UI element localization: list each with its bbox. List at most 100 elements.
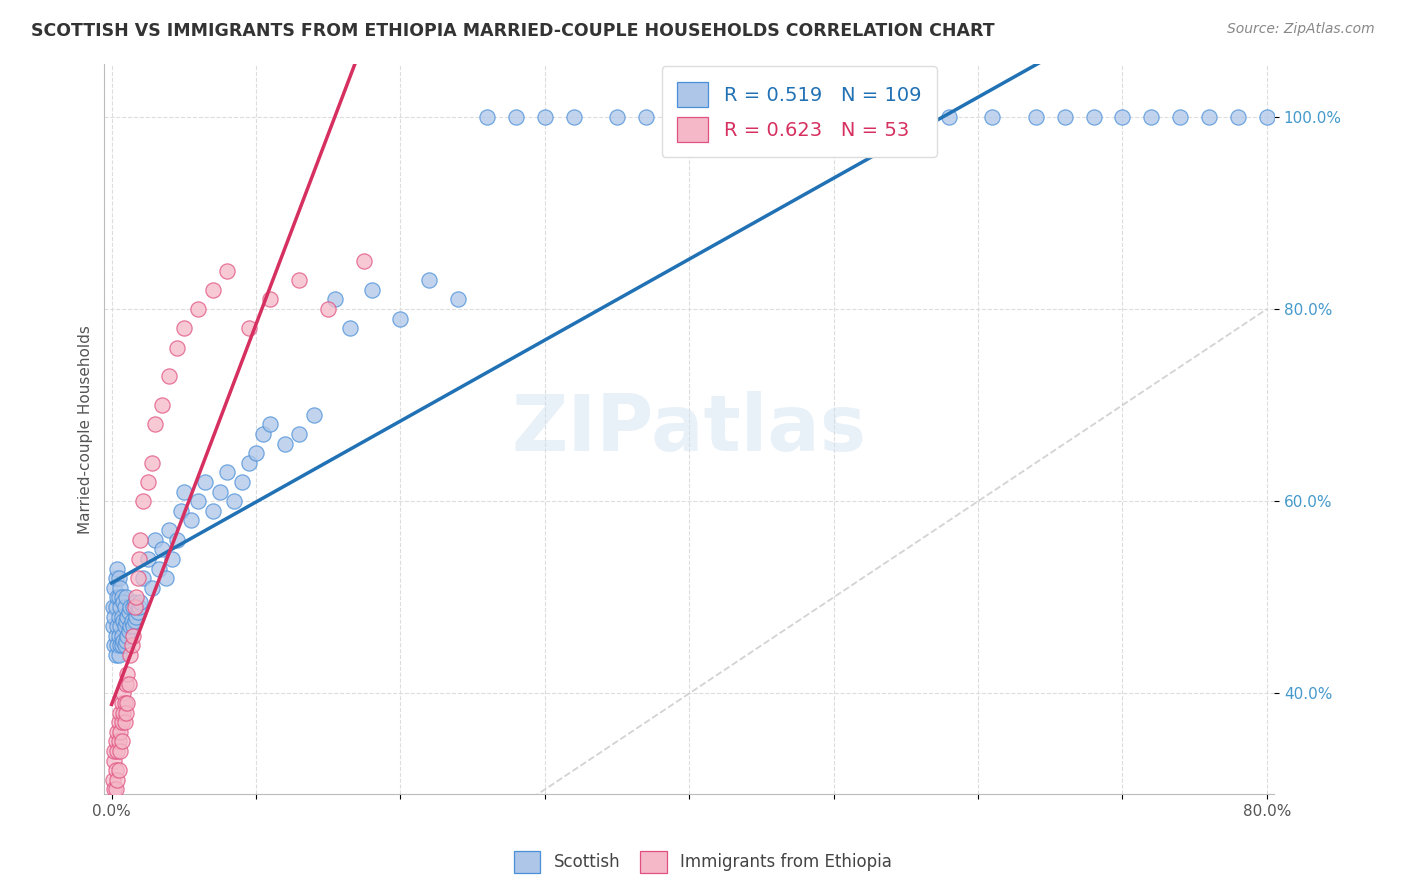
Point <box>187 494 209 508</box>
Point <box>104 571 127 585</box>
Point <box>360 283 382 297</box>
Point <box>166 341 188 355</box>
Point <box>150 398 173 412</box>
Point <box>143 533 166 547</box>
Point <box>238 456 260 470</box>
Point <box>112 595 135 609</box>
Point <box>105 744 128 758</box>
Point <box>224 494 246 508</box>
Point <box>105 772 128 787</box>
Point <box>115 615 138 629</box>
Point <box>111 734 134 748</box>
Point <box>104 599 127 614</box>
Point <box>162 552 184 566</box>
Point <box>103 639 125 653</box>
Point <box>217 466 239 480</box>
Point <box>120 619 142 633</box>
Point <box>108 764 131 778</box>
Point <box>157 369 180 384</box>
Point <box>112 615 135 629</box>
Point <box>894 110 917 124</box>
Point <box>1198 110 1220 124</box>
Point <box>170 504 193 518</box>
Point <box>110 706 132 720</box>
Point <box>155 571 177 585</box>
Point <box>114 696 136 710</box>
Point <box>121 639 143 653</box>
Point <box>634 110 657 124</box>
Point <box>208 484 231 499</box>
Point <box>418 273 440 287</box>
Point <box>110 599 132 614</box>
Point <box>108 648 131 662</box>
Point <box>238 321 260 335</box>
Point <box>105 561 128 575</box>
Point <box>105 724 128 739</box>
Point <box>108 591 131 605</box>
Point <box>259 417 281 432</box>
Point <box>125 609 148 624</box>
Point <box>132 494 155 508</box>
Point <box>103 744 125 758</box>
Point <box>124 615 146 629</box>
Point <box>259 293 281 307</box>
Point <box>217 263 239 277</box>
Point <box>678 110 700 124</box>
Point <box>194 475 217 489</box>
Point <box>157 523 180 537</box>
Point <box>252 427 274 442</box>
Point <box>141 581 163 595</box>
Point <box>118 605 141 619</box>
Point <box>108 571 131 585</box>
Point <box>150 542 173 557</box>
Point <box>115 633 138 648</box>
Point <box>447 293 470 307</box>
Point <box>104 764 127 778</box>
Point <box>201 283 224 297</box>
Point <box>1226 110 1249 124</box>
Point <box>105 619 128 633</box>
Point <box>288 273 311 287</box>
Point <box>316 301 339 316</box>
Legend: Scottish, Immigrants from Ethiopia: Scottish, Immigrants from Ethiopia <box>508 845 898 880</box>
Point <box>115 591 138 605</box>
Point <box>112 706 135 720</box>
Point <box>124 599 146 614</box>
Point <box>108 629 131 643</box>
Point <box>105 639 128 653</box>
Point <box>765 110 787 124</box>
Point <box>180 513 202 527</box>
Point <box>201 504 224 518</box>
Point <box>125 591 148 605</box>
Point <box>274 436 297 450</box>
Point <box>101 772 124 787</box>
Point <box>110 724 132 739</box>
Text: SCOTTISH VS IMMIGRANTS FROM ETHIOPIA MARRIED-COUPLE HOUSEHOLDS CORRELATION CHART: SCOTTISH VS IMMIGRANTS FROM ETHIOPIA MAR… <box>31 22 994 40</box>
Point <box>1140 110 1163 124</box>
Point <box>110 619 132 633</box>
Point <box>114 715 136 730</box>
Point <box>111 591 134 605</box>
Point <box>111 609 134 624</box>
Point <box>128 552 150 566</box>
Point <box>173 321 195 335</box>
Point <box>114 639 136 653</box>
Legend: R = 0.519   N = 109, R = 0.623   N = 53: R = 0.519 N = 109, R = 0.623 N = 53 <box>662 67 936 157</box>
Point <box>118 677 141 691</box>
Point <box>115 706 138 720</box>
Point <box>141 456 163 470</box>
Point <box>111 629 134 643</box>
Point <box>1256 110 1278 124</box>
Point <box>101 599 124 614</box>
Point <box>103 782 125 797</box>
Point <box>1025 110 1047 124</box>
Point <box>122 629 145 643</box>
Point <box>104 648 127 662</box>
Point <box>114 599 136 614</box>
Point <box>111 715 134 730</box>
Text: ZIPatlas: ZIPatlas <box>512 392 866 467</box>
Point <box>245 446 267 460</box>
Point <box>112 633 135 648</box>
Point <box>721 110 744 124</box>
Point <box>118 624 141 638</box>
